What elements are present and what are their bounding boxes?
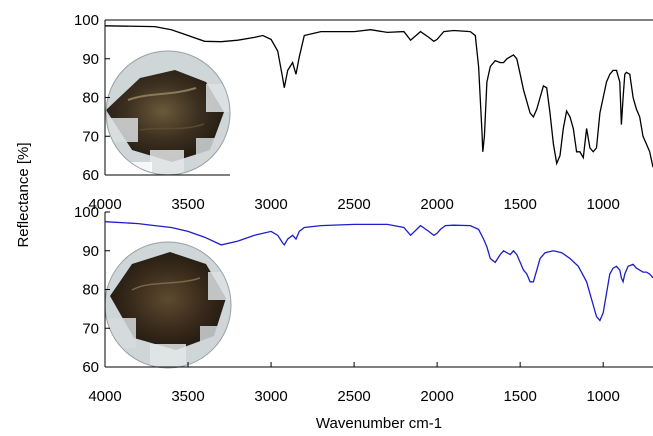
micrograph-inset-bottom xyxy=(104,241,232,369)
bottom-y-tick-label: 60 xyxy=(82,359,99,376)
bottom-y-ticks: 60 70 80 90 100 xyxy=(74,204,110,376)
top-x-ticks: 4000 3500 3000 2500 2000 1500 1000 xyxy=(88,196,620,213)
top-x-tick-label: 2000 xyxy=(420,196,453,213)
bottom-series-line xyxy=(105,221,653,322)
top-y-ticks: 60 70 80 90 100 xyxy=(74,12,110,184)
bottom-y-tick-label: 90 xyxy=(82,243,99,260)
top-y-tick-label: 70 xyxy=(82,128,99,145)
bottom-x-tick-label: 2500 xyxy=(337,388,370,405)
bottom-y-tick-label: 70 xyxy=(82,320,99,337)
bottom-x-tick-label: 1000 xyxy=(586,388,619,405)
top-x-tick-label: 1000 xyxy=(586,196,619,213)
bottom-y-tick-label: 100 xyxy=(74,204,99,221)
top-x-tick-label: 3000 xyxy=(254,196,287,213)
top-x-tick-label: 1500 xyxy=(503,196,536,213)
bottom-x-tick-label: 4000 xyxy=(88,388,121,405)
top-x-tick-label: 3500 xyxy=(171,196,204,213)
top-series-line xyxy=(105,25,653,168)
top-x-tick-label: 2500 xyxy=(337,196,370,213)
x-axis-label: Wavenumber cm-1 xyxy=(316,415,442,432)
top-y-tick-label: 80 xyxy=(82,90,99,107)
y-axis-label: Reflectance [%] xyxy=(15,142,32,247)
top-y-tick-label: 90 xyxy=(82,51,99,68)
bottom-x-tick-label: 3000 xyxy=(254,388,287,405)
micrograph-inset-top xyxy=(105,50,231,176)
top-y-tick-label: 60 xyxy=(82,167,99,184)
bottom-x-tick-label: 2000 xyxy=(420,388,453,405)
bottom-x-tick-label: 1500 xyxy=(503,388,536,405)
bottom-x-tick-label: 3500 xyxy=(171,388,204,405)
top-y-tick-label: 100 xyxy=(74,12,99,29)
top-x-tick-label: 4000 xyxy=(88,196,121,213)
bottom-y-tick-label: 80 xyxy=(82,282,99,299)
bottom-x-ticks: 4000 3500 3000 2500 2000 1500 1000 xyxy=(88,362,620,405)
